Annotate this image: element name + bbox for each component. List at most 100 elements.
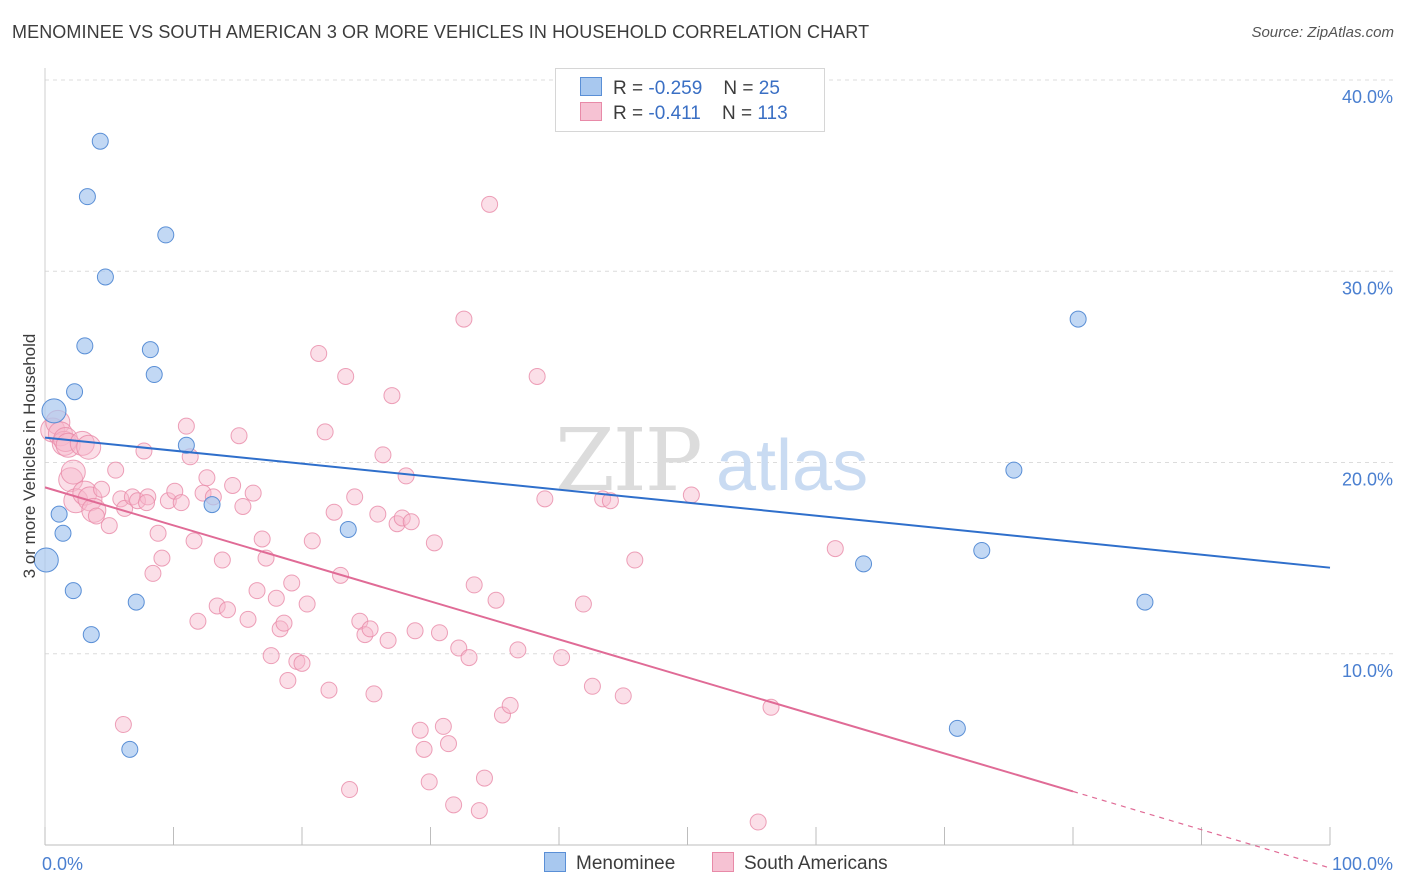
menominee-point xyxy=(54,524,72,542)
y-tick-label: 40.0% xyxy=(1342,87,1393,107)
watermark-zip: ZIP xyxy=(555,411,701,511)
south-americans-point xyxy=(501,696,519,714)
south-americans-point xyxy=(682,486,700,504)
south-americans-point xyxy=(826,540,844,558)
south-americans-point xyxy=(76,434,102,460)
south-americans-point xyxy=(139,488,157,506)
bottom-legend-swatch-pink xyxy=(712,852,734,872)
south-americans-point xyxy=(465,576,483,594)
south-americans-point xyxy=(224,476,242,494)
south-americans-point xyxy=(149,524,167,542)
south-americans-point xyxy=(93,480,111,498)
legend-n-value: 113 xyxy=(757,103,788,124)
south-americans-point xyxy=(153,549,171,567)
axes xyxy=(44,68,1331,846)
menominee-point xyxy=(973,541,991,559)
south-americans-point xyxy=(303,532,321,550)
south-americans-point xyxy=(337,367,355,385)
south-americans-point xyxy=(185,532,203,550)
south-americans-point xyxy=(470,802,488,820)
bottom-legend-swatch-blue xyxy=(544,852,566,872)
south-americans-point xyxy=(100,517,118,535)
south-americans-point xyxy=(234,497,252,515)
south-americans-point xyxy=(379,631,397,649)
south-americans-point xyxy=(583,677,601,695)
legend-row-south-americans: R = -0.411 N = 113 xyxy=(580,102,788,124)
south-americans-point xyxy=(487,591,505,609)
grid-lines xyxy=(45,79,1395,655)
legend-row-menominee: R = -0.259 N = 25 xyxy=(580,77,780,99)
south-americans-point xyxy=(397,467,415,485)
legend-n-value: 25 xyxy=(758,78,780,99)
menominee-point xyxy=(64,582,82,600)
south-americans-point xyxy=(601,492,619,510)
south-americans-point xyxy=(253,530,271,548)
south-americans-point xyxy=(267,589,285,607)
y-tick-label: 20.0% xyxy=(1342,470,1393,490)
south-americans-point xyxy=(481,195,499,213)
south-americans-point xyxy=(383,387,401,405)
legend-n-label: N = xyxy=(721,103,753,124)
south-americans-point xyxy=(374,446,392,464)
south-americans-point xyxy=(230,427,248,445)
south-americans-point xyxy=(189,612,207,630)
bottom-legend-menominee: Menominee xyxy=(544,852,675,875)
menominee-point xyxy=(339,520,357,538)
menominee-point xyxy=(203,496,221,514)
source-label: Source: ZipAtlas.com xyxy=(1251,24,1394,41)
menominee-point xyxy=(66,383,84,401)
south-americans-point xyxy=(346,488,364,506)
south-americans-point xyxy=(425,534,443,552)
south-americans-point xyxy=(460,649,478,667)
south-americans-point xyxy=(420,773,438,791)
south-americans-point xyxy=(574,595,592,613)
south-americans-point xyxy=(293,654,311,672)
y-tick-label: 30.0% xyxy=(1342,278,1393,298)
south-americans-point xyxy=(316,423,334,441)
south-americans-point xyxy=(138,494,156,512)
south-americans-point xyxy=(475,769,493,787)
south-americans-point xyxy=(239,610,257,628)
south-americans-point xyxy=(365,685,383,703)
legend-n-label: N = xyxy=(723,78,754,99)
legend-swatch-pink xyxy=(580,102,602,121)
south-americans-point xyxy=(283,574,301,592)
legend-r-label: R = xyxy=(613,78,644,99)
menominee-point xyxy=(121,740,139,758)
legend-swatch-blue xyxy=(580,77,602,96)
south-americans-point xyxy=(341,781,359,799)
south-americans-point xyxy=(415,740,433,758)
south-americans-trend-line xyxy=(44,486,1074,793)
south-americans-point xyxy=(310,344,328,362)
south-americans-point xyxy=(406,622,424,640)
south-americans-point xyxy=(749,813,767,831)
south-americans-point xyxy=(177,417,195,435)
south-americans-point xyxy=(60,459,86,485)
south-americans-point xyxy=(361,620,379,638)
south-americans-point xyxy=(279,672,297,690)
south-americans-point xyxy=(213,551,231,569)
south-americans-point xyxy=(244,484,262,502)
menominee-point xyxy=(127,593,145,611)
menominee-point xyxy=(82,626,100,644)
south-americans-point xyxy=(275,614,293,632)
bottom-legend-south-americans: South Americans xyxy=(712,852,888,875)
menominee-point xyxy=(177,436,195,454)
south-americans-point xyxy=(208,597,226,615)
south-americans-point xyxy=(369,505,387,523)
south-americans-point xyxy=(509,641,527,659)
menominee-point xyxy=(1005,461,1023,479)
legend-r-value: -0.411 xyxy=(648,103,701,124)
menominee-point xyxy=(145,366,163,384)
south-americans-point xyxy=(218,601,236,619)
south-americans-point xyxy=(248,582,266,600)
x-tick-label: 100.0% xyxy=(1332,854,1393,874)
south-americans-point xyxy=(445,796,463,814)
south-americans-point xyxy=(198,469,216,487)
south-americans-point xyxy=(402,513,420,531)
south-americans-point xyxy=(107,461,125,479)
south-americans-point xyxy=(159,492,177,510)
menominee-points xyxy=(33,132,1154,758)
menominee-point xyxy=(157,226,175,244)
